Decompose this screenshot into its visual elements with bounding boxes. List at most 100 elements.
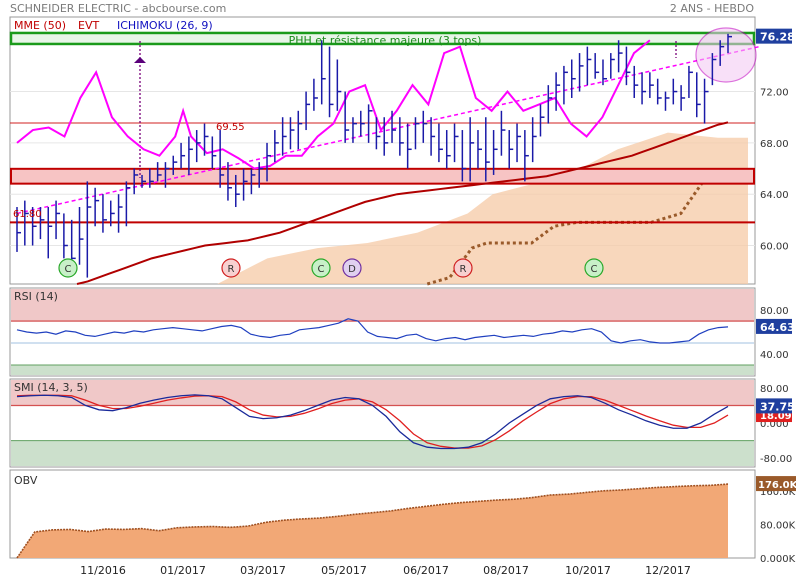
signal-marker-c: C — [311, 258, 331, 278]
price-axis: 60.00 64.00 68.00 72.00 76.28 — [756, 28, 795, 253]
ohlc-bar — [47, 207, 53, 259]
x-tick-label: 11/2016 — [80, 564, 126, 577]
ohlc-bar — [102, 194, 107, 233]
ohlc-bar — [172, 155, 178, 175]
last-price-badge — [756, 28, 792, 44]
ohlc-bar — [406, 123, 412, 169]
smi-overbought-zone — [11, 380, 754, 407]
signal-circle — [342, 258, 362, 278]
ohlc-bar — [524, 130, 529, 182]
ohlc-bar — [688, 65, 693, 98]
smi-d-path — [16, 394, 729, 449]
ohlc-bar — [422, 110, 428, 143]
ohlc-bar — [110, 200, 115, 227]
ohlc-bar — [672, 78, 678, 105]
ohlc-bar — [328, 46, 334, 118]
highlight-circle — [695, 27, 757, 83]
ohlc-bar — [305, 91, 311, 131]
ohlc-bar — [617, 40, 623, 73]
ohlc-bar — [719, 40, 725, 66]
obv-last-label: 176.0K — [758, 480, 799, 491]
ohlc-bar — [117, 194, 123, 233]
ohlc-bar — [360, 110, 365, 137]
rsi-overbought-zone — [11, 289, 754, 322]
ohlc-bar — [594, 53, 600, 79]
ohlc-bar — [469, 117, 475, 182]
ohlc-bar — [281, 117, 287, 156]
ohlc-bar — [492, 130, 498, 175]
senkou-b-line — [426, 168, 749, 286]
ohlc-bar — [125, 181, 131, 227]
resistance-zone — [9, 31, 756, 46]
evt-path — [16, 39, 651, 170]
last-price-label: 76.28 — [760, 31, 795, 44]
obv-fill — [17, 484, 728, 558]
ohlc-bar — [500, 110, 506, 156]
x-tick-label: 05/2017 — [321, 564, 367, 577]
signal-label: D — [348, 264, 356, 275]
ohlc-bar — [695, 72, 701, 118]
ohlc-bar — [219, 130, 225, 188]
ohlc-bar — [453, 123, 459, 163]
rsi-oversold-zone — [11, 365, 754, 375]
obv-title: OBV — [14, 474, 38, 487]
smi-k-label: 37.75 — [760, 400, 795, 413]
obv-tick-label: 0.000K — [760, 554, 796, 565]
ohlc-bar — [445, 130, 451, 169]
signal-label: C — [65, 264, 72, 275]
source-title: SCHNEIDER ELECTRIC - abcbourse.com — [10, 2, 226, 15]
ohlc-bar — [703, 78, 709, 124]
ohlc-bar — [313, 78, 318, 111]
ohlc-bar — [188, 136, 193, 175]
ohlc-bar — [344, 91, 350, 143]
ohlc-bar — [211, 136, 217, 169]
trend-line — [16, 45, 760, 215]
rsi-title: RSI (14) — [14, 290, 58, 303]
ohlc-bar — [180, 142, 186, 169]
x-tick-label: 10/2017 — [565, 564, 611, 577]
evt-line — [16, 39, 651, 170]
obv-line — [16, 483, 729, 559]
ohlc-bar — [383, 117, 389, 156]
indicator-mme: MME (50) — [14, 19, 66, 32]
ohlc-bar — [39, 207, 45, 240]
resistance-annotation: PHH et résistance majeure (3 tops) — [289, 34, 482, 47]
smi-title: SMI (14, 3, 5) — [14, 381, 88, 394]
signal-label: C — [318, 264, 325, 275]
ohlc-bar — [250, 168, 256, 195]
price-tick-label: 72.00 — [760, 88, 789, 99]
ohlc-bar — [242, 168, 248, 201]
ohlc-bar — [320, 40, 326, 105]
ohlc-bar — [375, 117, 381, 150]
ohlc-bar — [16, 207, 21, 252]
signal-marker-c: C — [58, 258, 78, 278]
signal-circle — [311, 258, 331, 278]
ohlc-bar — [711, 53, 717, 86]
smi-tick-label: 80.00 — [760, 384, 789, 395]
signal-marker-c: C — [584, 258, 604, 278]
signal-label: R — [228, 264, 235, 275]
ohlc-bar — [78, 207, 84, 265]
smi-tick-label: 0.000 — [760, 419, 789, 430]
smi-oversold-zone — [11, 440, 754, 466]
rsi-tick-label: 80.00 — [760, 306, 789, 317]
rsi-panel: 40.00 80.00 64.63 RSI (14) — [9, 287, 795, 377]
signal-marker-r: R — [453, 258, 473, 278]
ohlc-bar — [55, 200, 61, 240]
x-tick-label: 01/2017 — [160, 564, 206, 577]
ohlc-bar — [531, 117, 537, 163]
ohlc-bar — [274, 130, 279, 163]
rsi-axis: 40.00 80.00 64.63 — [756, 306, 795, 361]
ohlc-bar — [149, 168, 154, 188]
period-label: 2 ANS - HEBDO — [670, 2, 754, 15]
ohlc-bar — [195, 130, 201, 163]
ohlc-bar — [633, 65, 639, 98]
ohlc-bar — [656, 78, 662, 105]
x-tick-label: 03/2017 — [240, 564, 286, 577]
obv-last-badge — [756, 476, 796, 492]
ohlc-bar — [203, 123, 209, 156]
ohlc-bar — [266, 142, 272, 182]
level-label-6180: 61.80 — [13, 209, 42, 220]
